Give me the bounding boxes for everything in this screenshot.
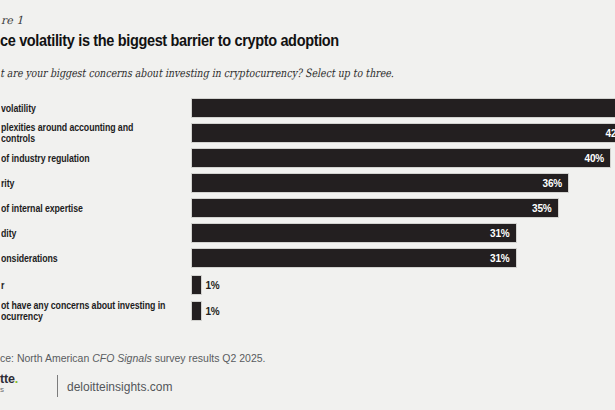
source-note: ce: North American CFO Signals survey re… — [0, 352, 266, 364]
category-label: dity — [1, 223, 18, 243]
bar: 35% — [191, 198, 559, 218]
source-prefix: ce: North American — [0, 352, 92, 364]
bar-value-label: 36% — [543, 178, 562, 189]
category-label: plexities around accounting and controls — [1, 123, 190, 143]
deloitte-logo: tte. s — [0, 373, 18, 394]
deloitte-green-dot: . — [15, 372, 18, 386]
bar — [191, 98, 615, 118]
bar-row-volatility: volatility — [0, 98, 615, 118]
bar-row-industry-regulation: of industry regulation 40% — [0, 148, 615, 168]
source-survey-name: CFO Signals — [92, 352, 152, 364]
bar-row-no-concerns: ot have any concerns about investing in … — [0, 301, 615, 321]
bar-chart: volatility plexities around accounting a… — [0, 0, 615, 340]
bar-value-label: 1% — [206, 280, 220, 291]
footer-divider — [57, 375, 58, 397]
bar-row-other: r 1% — [0, 275, 615, 295]
bar: 40% — [191, 148, 611, 168]
bar-value-label: 31% — [490, 228, 509, 239]
bar-row-liquidity: dity 31% — [0, 223, 615, 243]
category-label: r — [1, 275, 5, 295]
bar-row-internal-expertise: of internal expertise 35% — [0, 198, 615, 218]
bar-row-considerations: onsiderations 31% — [0, 248, 615, 268]
category-label: of industry regulation — [1, 148, 102, 168]
bar-row-security: rity 36% — [0, 173, 615, 193]
deloitte-logo-insights-fragment: s — [0, 386, 18, 394]
bar: 42% — [191, 123, 615, 143]
figure-page: re 1 ce volatility is the biggest barrie… — [0, 0, 615, 410]
category-label: ot have any concerns about investing in … — [1, 301, 188, 321]
bar-value-label: 35% — [532, 203, 551, 214]
category-label: onsiderations — [1, 248, 65, 268]
bar-value-label: 40% — [585, 153, 604, 164]
deloitte-insights-url: deloitteinsights.com — [67, 380, 172, 394]
bar-value-label: 1% — [206, 306, 220, 317]
bar: 1% — [191, 275, 202, 295]
bar-row-accounting-controls: plexities around accounting and controls… — [0, 123, 615, 143]
bar: 31% — [191, 248, 517, 268]
bar: 31% — [191, 223, 517, 243]
bar: 1% — [191, 301, 202, 321]
category-label: volatility — [1, 98, 41, 118]
bar-value-label: 31% — [490, 253, 509, 264]
bar: 36% — [191, 173, 569, 193]
source-suffix: survey results Q2 2025. — [152, 352, 266, 364]
bar-value-label: 42% — [606, 128, 615, 139]
category-label: of internal expertise — [1, 198, 94, 218]
category-label: rity — [1, 173, 16, 193]
